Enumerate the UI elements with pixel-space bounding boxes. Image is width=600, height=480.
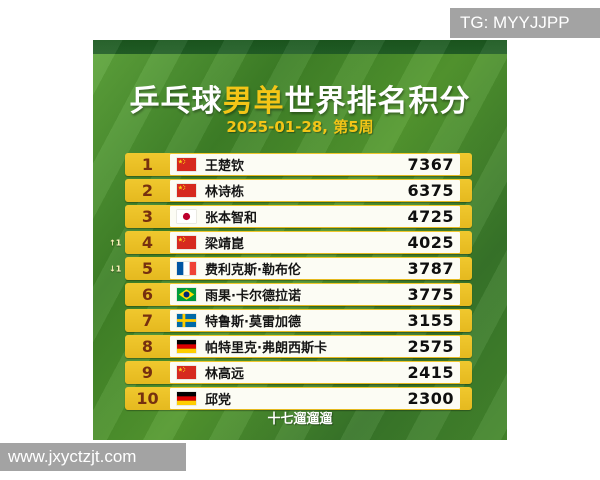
cn-flag-icon — [177, 366, 196, 379]
player-name: 帕特里克·弗朗西斯卡 — [205, 341, 327, 356]
row-inner: 雨果·卡尔德拉诺 3775 — [170, 284, 460, 305]
title-part1: 乒乓球 — [129, 84, 223, 119]
row-inner: 帕特里克·弗朗西斯卡 2575 — [170, 336, 460, 357]
row-inner: 费利克斯·勒布伦 3787 — [170, 258, 460, 279]
rank-cell: 5 — [141, 259, 154, 278]
player-name: 王楚钦 — [205, 159, 245, 174]
table-row: 7 特鲁斯·莫雷加德 3155 — [125, 309, 472, 332]
points-value: 2575 — [407, 337, 454, 356]
player-name: 林诗栋 — [205, 185, 245, 200]
points-value: 6375 — [407, 181, 454, 200]
rank-cell: 4 — [141, 233, 154, 252]
player-name: 特鲁斯·莫雷加德 — [205, 315, 301, 330]
player-name: 张本智和 — [205, 211, 258, 226]
cn-flag-icon — [177, 158, 196, 171]
ranking-table: 1 王楚钦 7367 2 林诗栋 6375 3 张本智和 4725 ↑1 4 梁… — [109, 153, 472, 413]
table-row: ↑1 4 梁靖崑 4025 — [109, 231, 472, 254]
rank-cell: 10 — [136, 389, 159, 408]
title-highlight: 男单 — [222, 84, 285, 119]
points-value: 3775 — [407, 285, 454, 304]
row-inner: 梁靖崑 4025 — [170, 232, 460, 253]
player-name: 林高远 — [205, 367, 245, 382]
credit-text: 十七遛遛遛 — [267, 412, 333, 427]
de-flag-icon — [177, 340, 196, 353]
card-top-strip — [93, 40, 507, 54]
cn-flag-icon — [177, 184, 196, 197]
rank-cell: 8 — [141, 337, 154, 356]
player-name: 邱党 — [205, 393, 232, 408]
table-row: 3 张本智和 4725 — [125, 205, 472, 228]
cn-flag-icon — [177, 236, 196, 249]
rank-cell: 7 — [141, 311, 154, 330]
table-row: 1 王楚钦 7367 — [125, 153, 472, 176]
movement-indicator: ↑1 — [109, 238, 122, 247]
table-row: 6 雨果·卡尔德拉诺 3775 — [125, 283, 472, 306]
rank-cell: 3 — [141, 207, 154, 226]
br-flag-icon — [177, 288, 196, 301]
player-name: 梁靖崑 — [205, 237, 245, 252]
player-name: 雨果·卡尔德拉诺 — [205, 289, 301, 304]
rank-cell: 6 — [141, 285, 154, 304]
points-value: 4725 — [407, 207, 454, 226]
rank-cell: 1 — [141, 155, 154, 174]
page-title: 乒乓球男单世界排名积分 — [93, 76, 507, 120]
row-inner: 邱党 2300 — [170, 388, 460, 409]
table-row: 8 帕特里克·弗朗西斯卡 2575 — [125, 335, 472, 358]
fr-flag-icon — [177, 262, 196, 275]
se-flag-icon — [177, 314, 196, 327]
row-inner: 林高远 2415 — [170, 362, 460, 383]
table-row: 2 林诗栋 6375 — [125, 179, 472, 202]
player-name: 费利克斯·勒布伦 — [205, 263, 301, 278]
movement-indicator: ↓1 — [109, 264, 122, 273]
site-watermark: www.jxyctzjt.com — [0, 443, 186, 471]
row-inner: 特鲁斯·莫雷加德 3155 — [170, 310, 460, 331]
rank-cell: 2 — [141, 181, 154, 200]
de-flag-icon — [177, 392, 196, 405]
points-value: 3787 — [407, 259, 454, 278]
row-inner: 张本智和 4725 — [170, 206, 460, 227]
row-inner: 林诗栋 6375 — [170, 180, 460, 201]
points-value: 3155 — [407, 311, 454, 330]
jp-flag-icon — [177, 210, 196, 223]
tg-watermark: TG: MYYJJPP — [450, 8, 600, 38]
table-row: ↓1 5 费利克斯·勒布伦 3787 — [109, 257, 472, 280]
points-value: 4025 — [407, 233, 454, 252]
date-subtitle: 2025-01-28, 第5周 — [226, 118, 374, 136]
points-value: 2300 — [407, 389, 454, 408]
row-inner: 王楚钦 7367 — [170, 154, 460, 175]
title-part2: 世界排名积分 — [284, 84, 471, 119]
table-row: 10 邱党 2300 — [125, 387, 472, 410]
rank-cell: 9 — [141, 363, 154, 382]
points-value: 7367 — [407, 155, 454, 174]
table-row: 9 林高远 2415 — [125, 361, 472, 384]
ranking-card: 乒乓球男单世界排名积分 2025-01-28, 第5周 1 王楚钦 7367 2… — [93, 40, 507, 440]
points-value: 2415 — [407, 363, 454, 382]
